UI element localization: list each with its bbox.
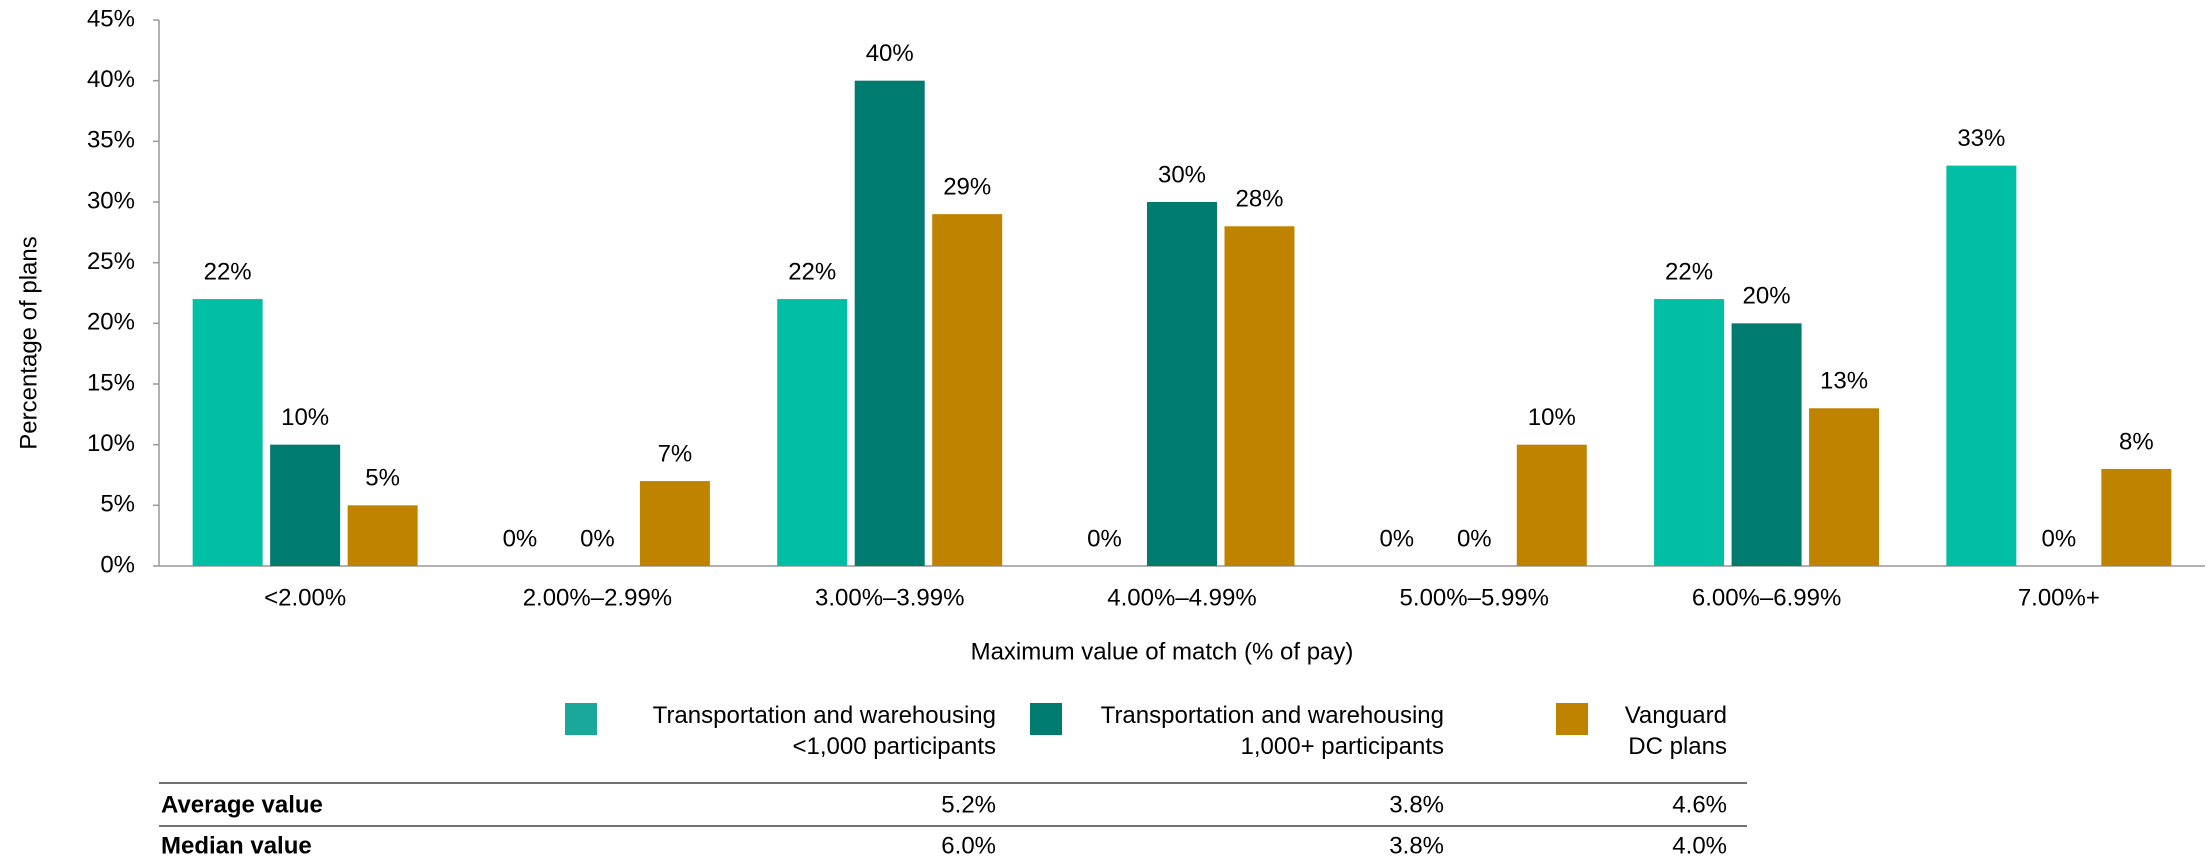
data-label: 0% [1379, 525, 1414, 552]
data-label: 29% [943, 173, 991, 200]
bar [270, 444, 341, 566]
y-tick-label: 15% [87, 369, 135, 396]
legend-label: Transportation and warehousing <1,000 par… [653, 702, 996, 760]
y-tick-label: 35% [87, 127, 135, 154]
bar [1731, 323, 1802, 566]
x-tick-label: 3.00%–3.99% [815, 584, 964, 611]
data-label: 22% [788, 258, 836, 285]
data-label: 0% [1457, 525, 1492, 552]
y-tick-label: 20% [87, 309, 135, 336]
data-label: 13% [1820, 368, 1868, 395]
x-tick-label: <2.00% [264, 584, 346, 611]
bar [639, 481, 710, 566]
bar [1224, 226, 1295, 566]
x-tick-label: 5.00%–5.99% [1400, 584, 1549, 611]
data-label: 28% [1235, 186, 1283, 213]
y-axis-label: Percentage of plans [15, 236, 42, 449]
legend-swatch [565, 703, 597, 735]
table-cell: 3.8% [1389, 791, 1444, 818]
bar [1654, 299, 1725, 566]
table-cell: 3.8% [1389, 832, 1444, 859]
data-label: 0% [1087, 525, 1122, 552]
table-row-label: Average value [161, 791, 323, 818]
data-label: 22% [204, 258, 252, 285]
legend-label: Vanguard DC plans [1625, 702, 1727, 760]
bar [932, 214, 1003, 566]
bar [192, 299, 263, 566]
data-label: 5% [365, 465, 400, 492]
y-tick-label: 30% [87, 187, 135, 214]
data-label: 20% [1743, 283, 1791, 310]
legend-swatch [1030, 703, 1062, 735]
x-tick-label: 7.00%+ [2018, 584, 2100, 611]
bar [1516, 444, 1587, 566]
bar [1809, 408, 1880, 566]
bar [1147, 202, 1217, 566]
data-label: 10% [1528, 404, 1576, 431]
x-tick-label: 2.00%–2.99% [523, 584, 672, 611]
x-tick-label: 6.00%–6.99% [1692, 584, 1841, 611]
y-tick-label: 0% [100, 551, 135, 578]
bar [854, 80, 925, 567]
data-label: 30% [1158, 161, 1206, 188]
data-label: 40% [866, 40, 914, 67]
bar [347, 505, 418, 566]
data-label: 8% [2119, 428, 2154, 455]
data-label: 22% [1665, 258, 1713, 285]
data-label: 0% [580, 525, 615, 552]
table-cell: 4.0% [1672, 832, 1727, 859]
y-tick-label: 10% [87, 430, 135, 457]
x-tick-label: 4.00%–4.99% [1107, 584, 1256, 611]
y-tick-label: 25% [87, 248, 135, 275]
bar [777, 299, 848, 566]
table-cell: 5.2% [941, 791, 996, 818]
y-tick-label: 45% [87, 5, 135, 32]
bar [2101, 468, 2172, 566]
data-label: 7% [658, 440, 693, 467]
table-cell: 6.0% [941, 832, 996, 859]
y-tick-label: 5% [100, 491, 135, 518]
y-tick-label: 40% [87, 66, 135, 93]
data-label: 0% [503, 525, 538, 552]
bar [1946, 165, 2017, 566]
legend-label: Transportation and warehousing 1,000+ par… [1101, 702, 1444, 760]
table-row-label: Median value [161, 832, 312, 859]
legend-swatch [1556, 703, 1588, 735]
data-label: 10% [281, 404, 329, 431]
data-label: 33% [1957, 125, 2005, 152]
data-label: 0% [2042, 525, 2077, 552]
x-axis-label: Maximum value of match (% of pay) [971, 638, 1354, 665]
table-cell: 4.6% [1672, 791, 1727, 818]
